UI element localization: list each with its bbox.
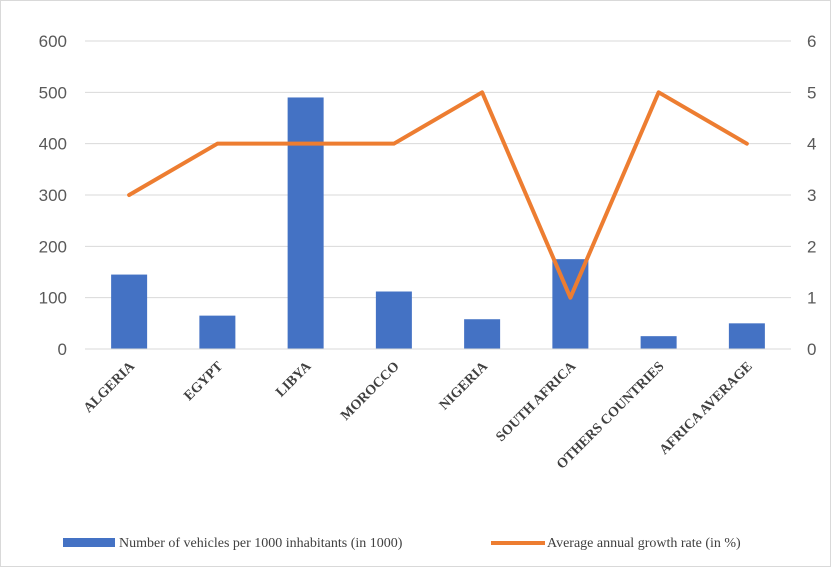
bar [464,319,500,349]
y-left-tick-label: 500 [39,83,67,102]
x-tick-label: SOUTH AFRICA [494,359,580,445]
x-tick-label: AFRICA AVERAGE [657,359,756,458]
y-right-tick-label: 0 [807,340,816,359]
y-right-tick-label: 4 [807,135,816,154]
bar [729,323,765,349]
bar [376,292,412,349]
bar [641,336,677,349]
x-tick-label: EGYPT [181,359,226,404]
y-right-tick-label: 1 [807,289,816,308]
legend-label-bar: Number of vehicles per 1000 inhabitants … [119,536,403,551]
bar-series [111,97,765,349]
bar [288,97,324,349]
y-left-tick-label: 400 [39,135,67,154]
x-tick-label: NIGERIA [437,359,492,414]
x-tick-label: MOROCCO [338,359,403,424]
legend-swatch-bar [63,538,115,547]
gridlines [85,41,791,298]
y-right-tick-label: 5 [807,83,816,102]
y-left-tick-label: 100 [39,289,67,308]
y-right-tick-label: 6 [807,32,816,51]
bar [199,316,235,349]
legend: Number of vehicles per 1000 inhabitants … [63,536,741,551]
x-tick-label: LIBYA [273,359,315,401]
bar [111,275,147,349]
x-tick-label: ALGERIA [81,359,138,416]
y-left-tick-label: 0 [58,340,67,359]
y-left-tick-label: 600 [39,32,67,51]
legend-label-line: Average annual growth rate (in %) [547,536,741,551]
y-right-tick-label: 3 [807,186,816,205]
y-left-axis: 0 100 200 300 400 500 600 [39,32,67,359]
y-right-tick-label: 2 [807,237,816,256]
y-left-tick-label: 200 [39,237,67,256]
y-right-axis: 0 1 2 3 4 5 6 [807,32,816,359]
y-left-tick-label: 300 [39,186,67,205]
